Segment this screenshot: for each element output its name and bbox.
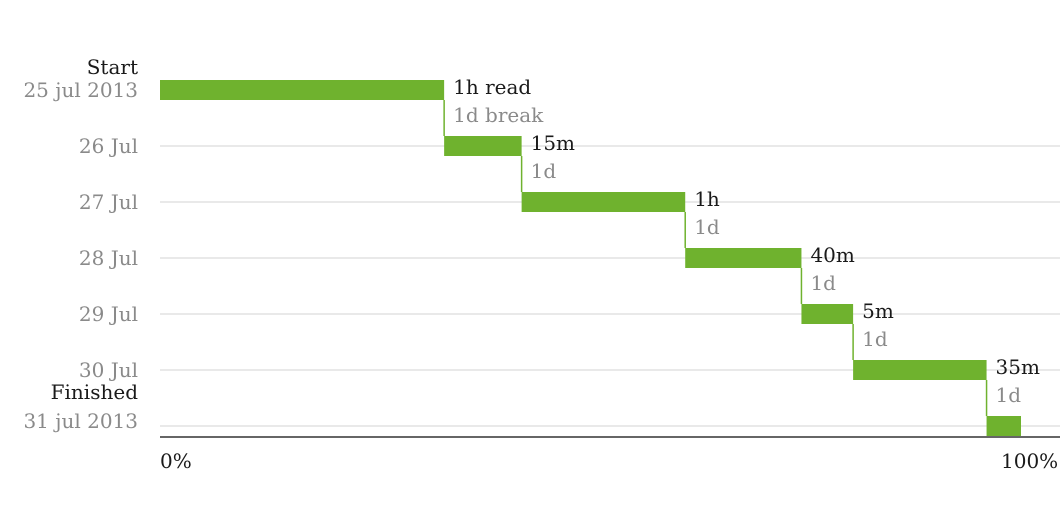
- progress-bar: [160, 80, 445, 100]
- y-tick-label: 29 Jul: [79, 302, 138, 326]
- progress-bar: [444, 136, 522, 156]
- duration-label: 1h: [694, 187, 720, 211]
- step-connectors: [443, 100, 988, 416]
- start-date-label: 25 jul 2013: [23, 78, 138, 102]
- y-tick-label: 30 Jul: [79, 358, 138, 382]
- duration-label: 35m: [996, 355, 1040, 379]
- y-axis-labels: Start 25 jul 2013 Finished 31 jul 2013 2…: [23, 55, 138, 433]
- progress-bar: [521, 192, 686, 212]
- progress-bar: [801, 304, 854, 324]
- duration-label: 5m: [862, 299, 894, 323]
- end-date-label: 31 jul 2013: [23, 409, 138, 433]
- gap-label: 1d: [810, 271, 836, 295]
- y-tick-label: 28 Jul: [79, 246, 138, 270]
- progress-bar: [685, 248, 802, 268]
- gap-label: 1d: [862, 327, 888, 351]
- progress-bars: [160, 80, 1021, 436]
- segment-labels: 1h read 1d break 15m 1d 1h 1d 40m 1d 5m 1d 35m 1d: [453, 75, 1040, 407]
- y-tick-label: 27 Jul: [79, 190, 138, 214]
- progress-bar: [853, 360, 987, 380]
- x-tick-label-max: 100%: [1001, 449, 1058, 473]
- gap-label: 1d: [531, 159, 557, 183]
- duration-label: 1h read: [453, 75, 531, 99]
- y-tick-label: 26 Jul: [79, 134, 138, 158]
- grid-lines: [160, 145, 1060, 427]
- x-axis-labels: 0% 100%: [160, 449, 1058, 473]
- gap-label: 1d: [694, 215, 720, 239]
- end-label: Finished: [51, 380, 139, 404]
- gap-label: 1d break: [453, 103, 544, 127]
- start-label: Start: [87, 55, 138, 79]
- duration-label: 15m: [531, 131, 575, 155]
- gap-label: 1d: [996, 383, 1022, 407]
- x-tick-label-min: 0%: [160, 449, 192, 473]
- progress-bar: [986, 416, 1021, 436]
- duration-label: 40m: [810, 243, 854, 267]
